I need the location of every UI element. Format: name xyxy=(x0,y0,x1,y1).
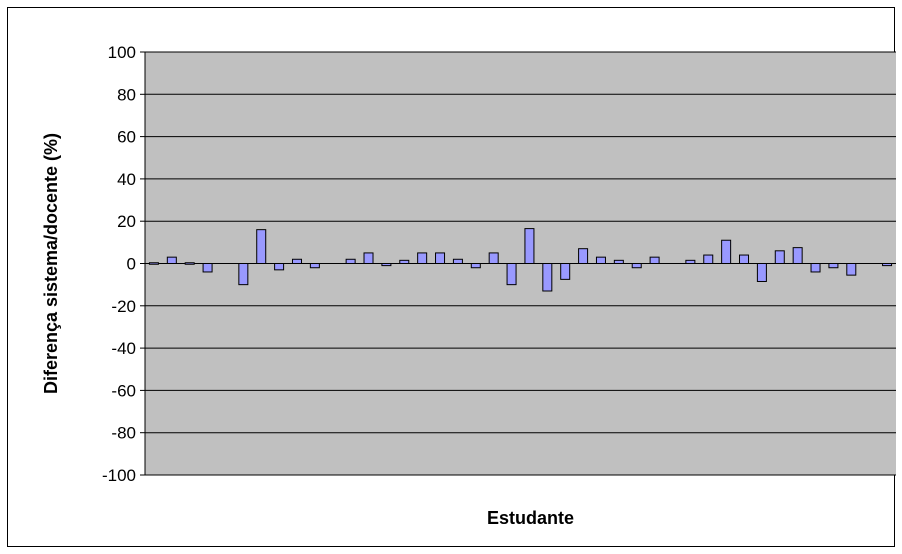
bar xyxy=(452,258,463,264)
bar xyxy=(721,239,732,264)
bar xyxy=(470,263,481,269)
bar xyxy=(435,252,446,265)
bar xyxy=(882,263,893,267)
bar xyxy=(810,263,821,273)
bar xyxy=(291,258,302,264)
bar xyxy=(309,263,320,269)
bar xyxy=(685,259,696,265)
y-axis-ticks: 100 80 60 40 20 0 -20 -40 -60 -80 -100 xyxy=(102,43,145,485)
y-tick-label: -40 xyxy=(111,339,136,358)
bar xyxy=(274,263,285,271)
bar xyxy=(703,254,714,264)
bar xyxy=(595,256,606,264)
y-tick-label: 100 xyxy=(108,43,136,62)
bar xyxy=(774,250,785,264)
bar xyxy=(560,263,571,280)
bar xyxy=(345,258,356,264)
bar xyxy=(739,254,750,264)
bar xyxy=(417,252,428,265)
bar xyxy=(756,263,767,282)
bar xyxy=(184,262,195,265)
y-tick-label: -60 xyxy=(111,381,136,400)
bar xyxy=(399,259,410,265)
bar xyxy=(148,262,159,265)
bar xyxy=(613,259,624,265)
bar xyxy=(381,263,392,267)
bar xyxy=(506,263,517,286)
y-tick-label: 60 xyxy=(117,128,136,147)
y-tick-label: 20 xyxy=(117,212,136,231)
y-tick-label: -20 xyxy=(111,297,136,316)
bar xyxy=(542,263,553,292)
bar xyxy=(256,229,267,265)
bar xyxy=(488,252,499,265)
y-axis-title: Diferença sistema/docente (%) xyxy=(41,133,61,394)
bar xyxy=(238,263,249,286)
x-axis-title: Estudante xyxy=(487,508,574,528)
y-tick-label: 0 xyxy=(127,255,136,274)
bars xyxy=(148,228,893,292)
bar xyxy=(792,247,803,264)
bar xyxy=(363,252,374,265)
y-tick-label: 80 xyxy=(117,85,136,104)
bar xyxy=(524,228,535,264)
bar xyxy=(828,263,839,269)
bar xyxy=(846,263,857,276)
y-tick-label: 40 xyxy=(117,170,136,189)
gridlines xyxy=(145,51,896,476)
bar xyxy=(166,256,177,264)
bar xyxy=(578,248,589,265)
bar xyxy=(202,263,213,273)
bar xyxy=(631,263,642,269)
bar xyxy=(649,256,660,264)
y-tick-label: -100 xyxy=(102,466,136,485)
y-tick-label: -80 xyxy=(111,424,136,443)
